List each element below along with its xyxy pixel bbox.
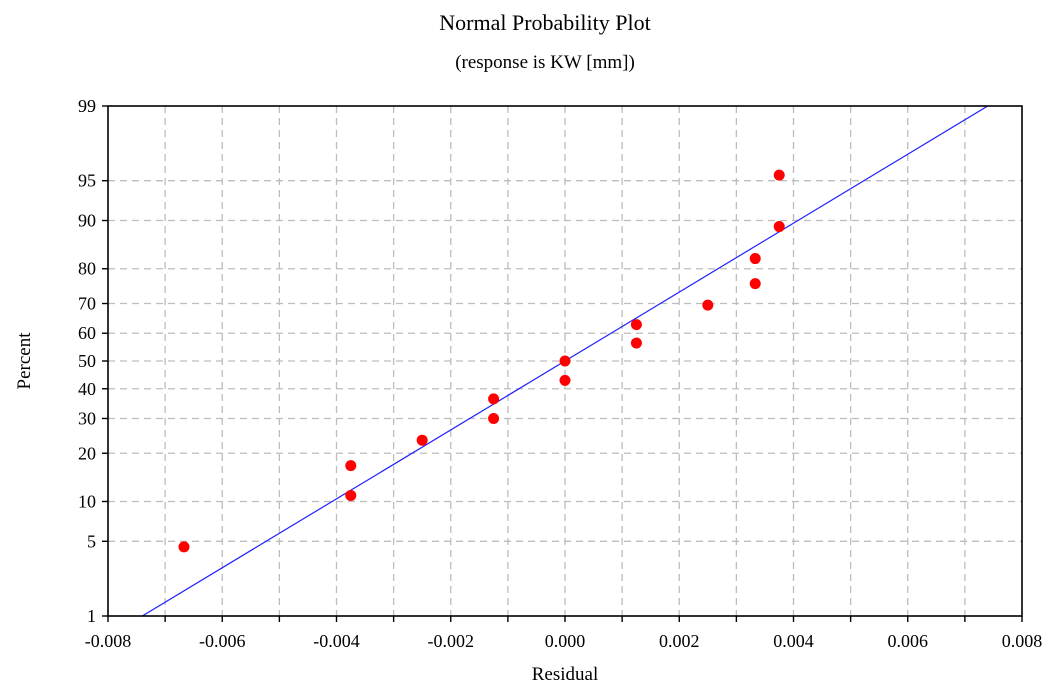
- y-axis-label: Percent: [14, 332, 35, 390]
- data-point: [559, 355, 571, 367]
- y-tick-label: 95: [78, 171, 96, 191]
- tick-marks: [102, 105, 1023, 622]
- y-tick-label: 60: [78, 323, 96, 343]
- x-tick-label: 0.004: [773, 631, 814, 651]
- data-point: [345, 489, 357, 501]
- x-tick-label: 0.000: [545, 631, 586, 651]
- y-tick-label: 10: [78, 491, 96, 511]
- y-tick-label: 50: [78, 351, 96, 371]
- grid-lines: [108, 106, 1022, 616]
- x-tick-label: 0.006: [888, 631, 929, 651]
- y-tick-label: 30: [78, 408, 96, 428]
- x-tick-label: 0.002: [659, 631, 700, 651]
- data-point: [630, 319, 642, 331]
- data-point: [345, 460, 357, 472]
- y-tick-label: 80: [78, 259, 96, 279]
- x-tick-label: 0.008: [1002, 631, 1043, 651]
- data-point: [749, 278, 761, 290]
- data-point: [559, 374, 571, 386]
- y-tick-label: 40: [78, 379, 96, 399]
- data-point: [488, 393, 500, 405]
- chart-title: Normal Probability Plot: [439, 10, 650, 35]
- x-tick-label: -0.006: [199, 631, 246, 651]
- chart-subtitle: (response is KW [mm]): [455, 52, 635, 73]
- data-point: [749, 253, 761, 265]
- data-point: [773, 221, 785, 233]
- x-tick-label: -0.008: [85, 631, 132, 651]
- y-tick-label: 5: [87, 531, 96, 551]
- x-tick-label: -0.004: [313, 631, 360, 651]
- x-axis-label: Residual: [532, 664, 599, 685]
- data-point: [488, 412, 500, 424]
- data-point: [702, 299, 714, 311]
- data-point: [630, 337, 642, 349]
- y-tick-label: 90: [78, 211, 96, 231]
- x-tick-labels: -0.008 -0.006 -0.004 -0.002 0.000 0.002 0.004 0…: [85, 631, 1043, 651]
- data-point: [416, 434, 428, 446]
- y-tick-labels: 1 5 10 20 30 40 50 60 70 80 90 95 99: [78, 96, 96, 626]
- data-point: [178, 541, 190, 553]
- y-tick-label: 99: [78, 96, 96, 116]
- y-tick-label: 1: [87, 606, 96, 626]
- y-tick-label: 20: [78, 443, 96, 463]
- x-tick-label: -0.002: [428, 631, 475, 651]
- y-tick-label: 70: [78, 294, 96, 314]
- data-points-layer: [178, 169, 785, 553]
- data-point: [773, 169, 785, 181]
